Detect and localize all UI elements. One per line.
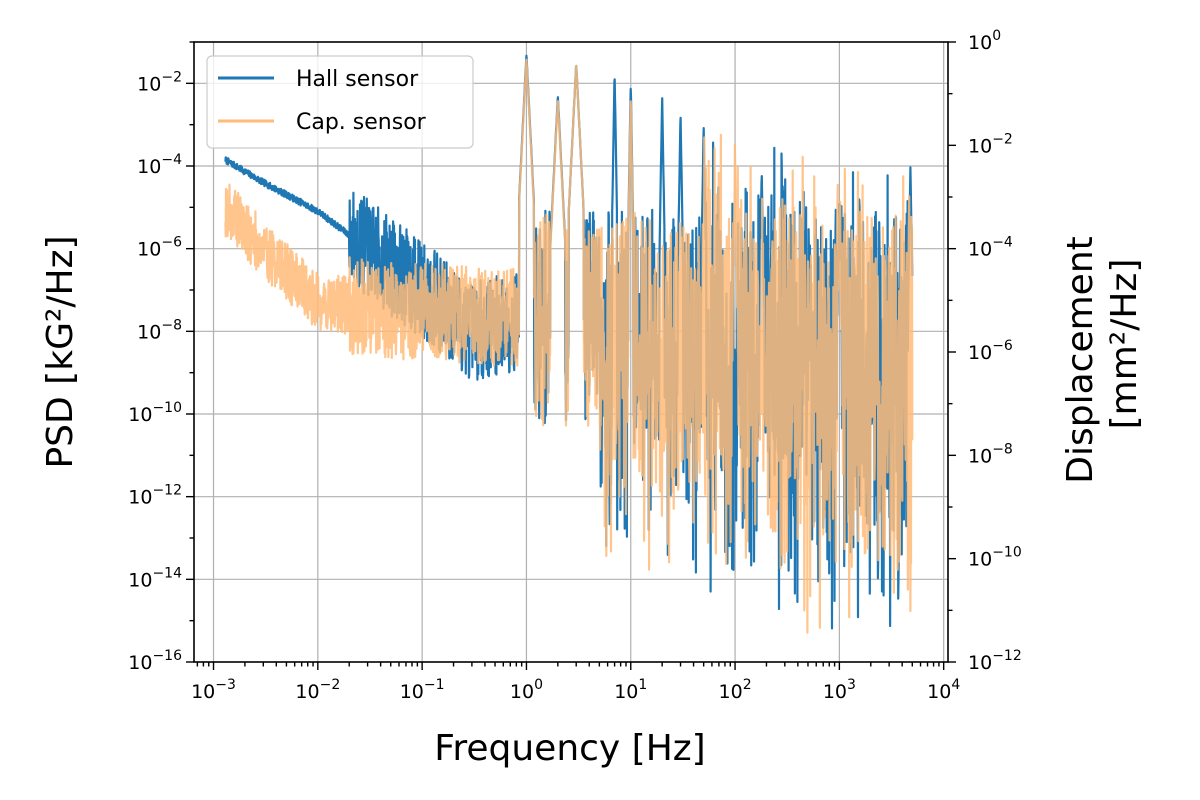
y-axis-ticks: 10−2 10−4 10−6 10−8 10−10 10−12 10−14 10−16 xyxy=(128,41,194,674)
y-tick-label: 10−6 xyxy=(137,235,182,261)
x-tick-label: 102 xyxy=(719,677,752,703)
x-axis-ticks: 10−3 10−2 10−1 100 101 102 103 104 xyxy=(191,662,960,703)
y2-tick-label: 10−2 xyxy=(968,131,1013,157)
y-tick-label: 10−14 xyxy=(128,565,182,591)
series-layer xyxy=(224,54,914,634)
y-tick-label: 10−8 xyxy=(137,317,182,343)
y2-tick-label: 10−10 xyxy=(968,545,1022,571)
y2-axis-label-line-1: Displacement xyxy=(1060,236,1101,483)
y2-tick-label: 100 xyxy=(968,28,1001,54)
y-tick-label: 10−12 xyxy=(128,483,182,509)
legend-label-cap: Cap. sensor xyxy=(296,110,427,135)
x-tick-label: 100 xyxy=(510,677,543,703)
y-tick-label: 10−16 xyxy=(128,648,182,674)
y2-tick-label: 10−12 xyxy=(968,648,1022,674)
y-axis-label: PSD [kG²/Hz] xyxy=(40,235,81,468)
series-line-cap-sensor xyxy=(224,58,914,634)
x-tick-label: 10−1 xyxy=(400,677,445,703)
legend-label-hall: Hall sensor xyxy=(296,67,419,92)
x-tick-label: 10−2 xyxy=(295,677,340,703)
y-tick-label: 10−2 xyxy=(137,69,182,95)
y2-tick-label: 10−6 xyxy=(968,338,1013,364)
y2-axis-ticks: 100 10−2 10−4 10−6 10−8 10−10 10−12 xyxy=(948,28,1022,674)
y-tick-label: 10−4 xyxy=(137,152,182,178)
legend: Hall sensor Cap. sensor xyxy=(206,55,474,149)
x-axis-label: Frequency [Hz] xyxy=(434,728,705,769)
y-tick-label: 10−10 xyxy=(128,400,182,426)
y2-axis-label-line-2: [mm²/Hz] xyxy=(1104,259,1145,430)
y2-tick-label: 10−8 xyxy=(968,441,1013,467)
x-tick-label: 101 xyxy=(614,677,647,703)
x-tick-label: 104 xyxy=(927,677,960,703)
x-tick-label: 103 xyxy=(823,677,856,703)
x-tick-label: 10−3 xyxy=(191,677,236,703)
y2-tick-label: 10−4 xyxy=(968,235,1013,261)
